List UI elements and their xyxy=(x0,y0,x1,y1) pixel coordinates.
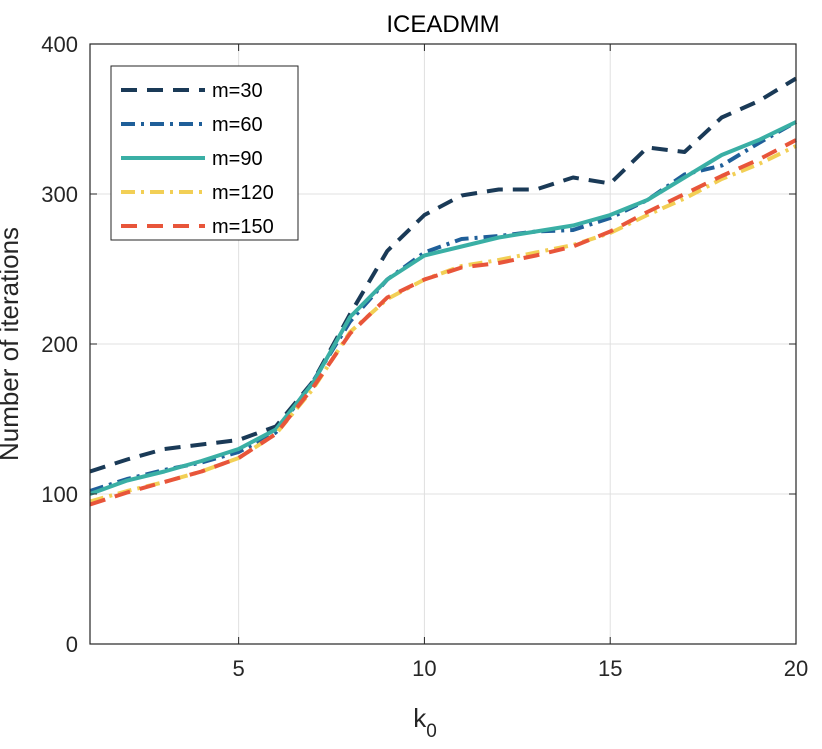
series-lines xyxy=(89,76,798,507)
series-line-m-120 xyxy=(89,144,797,504)
y-tick-label: 200 xyxy=(41,332,78,357)
series-line-m-150 xyxy=(89,138,797,507)
legend-label: m=60 xyxy=(212,114,263,136)
x-tick-label: 5 xyxy=(233,656,245,681)
y-tick-label: 0 xyxy=(66,632,78,657)
y-tick-label: 300 xyxy=(41,182,78,207)
legend-label: m=150 xyxy=(212,216,274,238)
legend-label: m=90 xyxy=(212,148,263,170)
x-tick-label: 10 xyxy=(412,656,436,681)
series-line-m-30 xyxy=(89,76,798,474)
x-tick-label: 20 xyxy=(784,656,808,681)
y-tick-label: 100 xyxy=(41,482,78,507)
x-axis-label-main: k xyxy=(413,703,427,733)
y-tick-label: 400 xyxy=(41,32,78,57)
legend: m=30 m=60 m=90 m=120 m=150 xyxy=(110,65,299,241)
y-axis-label: Number of iterations xyxy=(0,227,24,461)
x-tick-label: 15 xyxy=(598,656,622,681)
legend-box xyxy=(110,65,299,241)
x-axis-label: k0 xyxy=(413,703,437,742)
legend-label: m=30 xyxy=(212,80,263,102)
x-axis-label-subscript: 0 xyxy=(426,721,437,742)
series-line-m-90 xyxy=(89,120,797,496)
chart-title: ICEADMM xyxy=(386,11,499,38)
legend-label: m=120 xyxy=(212,182,274,204)
